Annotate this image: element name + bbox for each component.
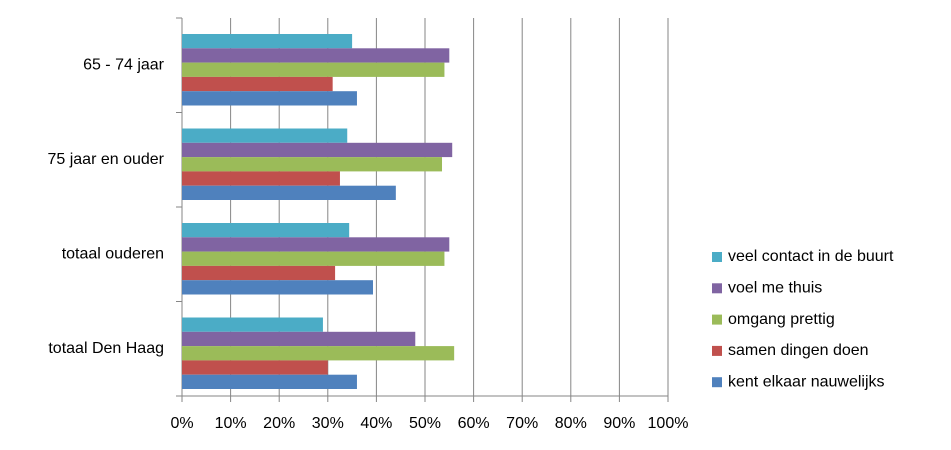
x-tick-label: 80% [555,415,587,432]
x-tick-label: 90% [603,415,635,432]
bar [182,157,443,172]
bar [182,265,336,281]
bar [182,76,333,92]
x-tick-label: 100% [648,415,689,432]
bar [182,142,453,158]
x-tick-label: 70% [506,415,538,432]
y-tick-label: 65 - 74 jaar [83,56,165,73]
bar [182,374,357,389]
bar [182,171,340,186]
bar [182,91,357,106]
bar [182,48,450,63]
x-tick-label: 50% [409,415,441,432]
bar [182,128,348,143]
bar [182,62,445,77]
y-tick-label: totaal Den Haag [48,340,164,357]
bar [182,237,450,252]
bar [182,360,328,375]
x-tick-label: 0% [170,415,193,432]
bar [182,346,455,361]
x-tick-label: 20% [263,415,295,432]
legend-label: omgang prettig [728,311,835,328]
bar [182,317,323,332]
legend-swatch [712,345,722,356]
bar [182,34,353,49]
x-tick-label: 40% [360,415,392,432]
legend-swatch [712,252,722,262]
bar [182,251,445,266]
y-tick-label: totaal ouderen [62,245,164,262]
y-tick-label: 75 jaar en ouder [47,151,164,168]
bar [182,223,350,238]
legend-swatch [712,314,722,325]
legend-label: voel me thuis [728,280,822,297]
x-tick-label: 10% [215,415,247,432]
legend-swatch [712,377,722,388]
legend-label: veel contact in de buurt [728,248,894,265]
bar [182,280,373,295]
legend-label: samen dingen doen [728,342,869,359]
x-tick-label: 60% [458,415,490,432]
x-tick-label: 30% [312,415,344,432]
legend-label: kent elkaar nauwelijks [728,373,885,390]
bar [182,331,416,347]
bar [182,185,396,200]
legend-swatch [712,283,722,294]
